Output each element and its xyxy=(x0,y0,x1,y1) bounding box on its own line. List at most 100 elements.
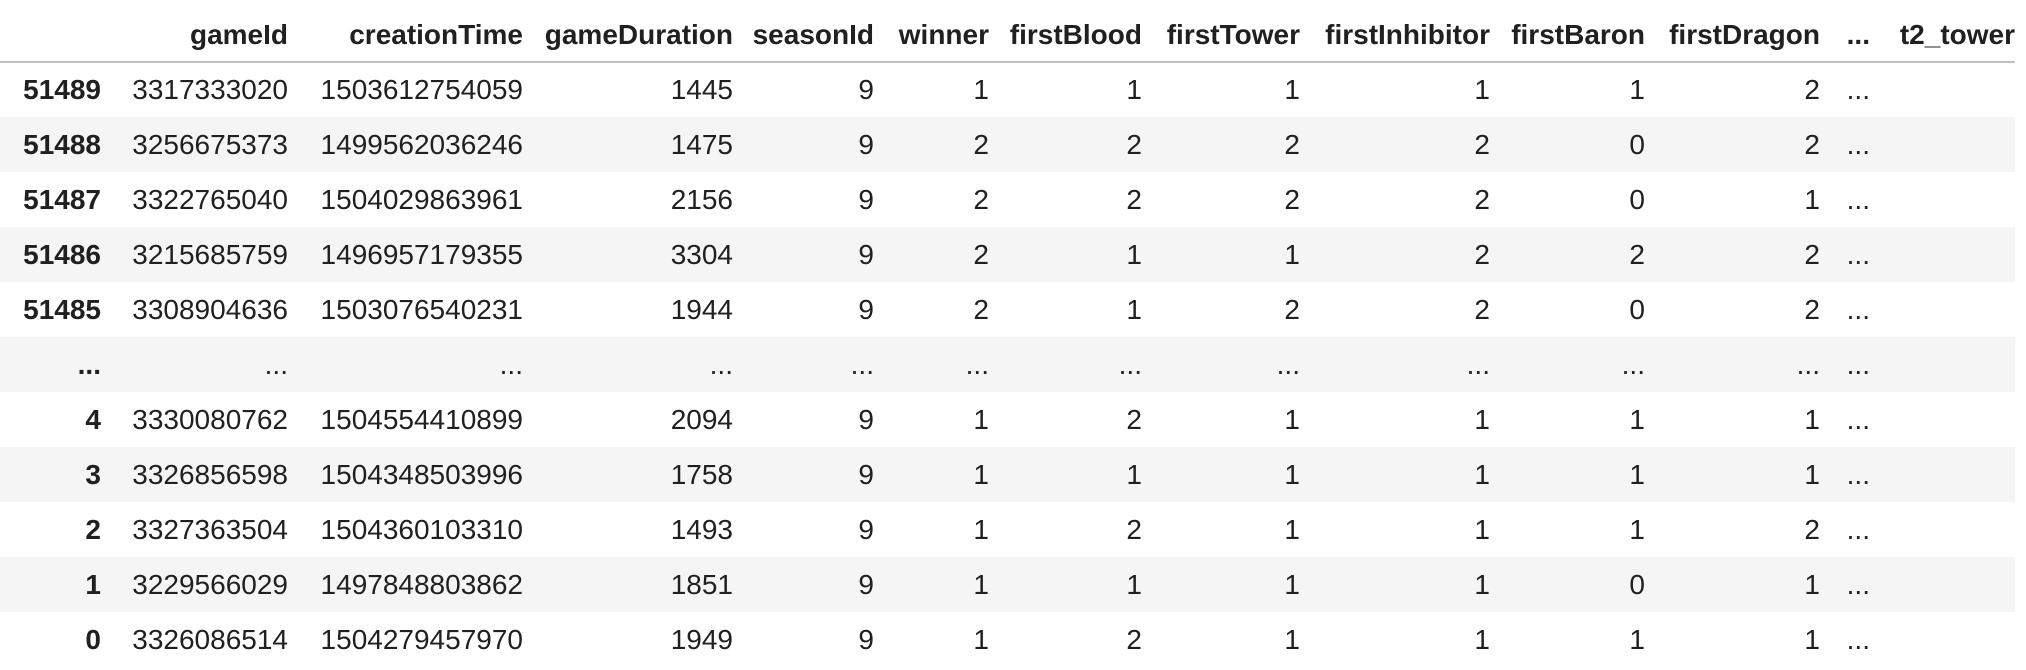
cell-winner: 2 xyxy=(973,238,989,270)
cell-firstbaron: 1 xyxy=(1629,74,1645,105)
row-index: ... xyxy=(77,348,101,380)
cell-gameduration: ... xyxy=(709,348,733,380)
cell-t2-tower xyxy=(1870,227,2015,282)
cell-firstblood: 2 xyxy=(1126,403,1142,435)
column-header-firstdragon: firstDragon xyxy=(1645,0,1820,63)
cell-firstinhibitor: 1 xyxy=(1474,623,1490,655)
cell-seasonid: 9 xyxy=(858,128,874,160)
cell-firstdragon: 2 xyxy=(1804,128,1820,160)
row-index: 51489 xyxy=(23,74,101,105)
row-index: 51488 xyxy=(23,128,101,160)
cell-gameduration: 1758 xyxy=(670,458,733,490)
row-index: 1 xyxy=(85,568,101,600)
cell-ellipsis: ... xyxy=(1846,513,1870,545)
cell-gameduration: 2156 xyxy=(670,183,733,215)
cell-firstinhibitor: 1 xyxy=(1474,568,1490,600)
cell-creationtime: 1504029863961 xyxy=(320,183,523,215)
cell-gameid: 3326086514 xyxy=(132,623,288,655)
cell-ellipsis: ... xyxy=(1846,238,1870,270)
cell-ellipsis: ... xyxy=(1846,183,1870,215)
table-header: gameId creationTime gameDuration seasonId wi… xyxy=(0,0,2015,63)
cell-ellipsis: ... xyxy=(1846,74,1870,105)
cell-seasonid: 9 xyxy=(858,568,874,600)
cell-gameduration: 1475 xyxy=(670,128,733,160)
cell-t2-tower xyxy=(1870,282,2015,337)
cell-firstbaron: 2 xyxy=(1629,238,1645,270)
cell-seasonid: 9 xyxy=(858,403,874,435)
cell-gameduration: 1851 xyxy=(670,568,733,600)
cell-seasonid: 9 xyxy=(858,458,874,490)
cell-ellipsis: ... xyxy=(1846,403,1870,435)
cell-winner: ... xyxy=(965,348,989,380)
cell-winner: 1 xyxy=(973,403,989,435)
cell-t2-tower xyxy=(1870,337,2015,392)
cell-t2-tower xyxy=(1870,392,2015,447)
cell-firstinhibitor: 1 xyxy=(1474,513,1490,545)
cell-firstdragon: 2 xyxy=(1804,293,1820,325)
cell-winner: 2 xyxy=(973,183,989,215)
cell-t2-tower xyxy=(1870,502,2015,557)
cell-gameduration: 1445 xyxy=(670,74,733,105)
column-header-firsttower: firstTower xyxy=(1142,0,1300,63)
cell-ellipsis: ... xyxy=(1846,568,1870,600)
cell-firstinhibitor: ... xyxy=(1466,348,1490,380)
cell-firsttower: 1 xyxy=(1284,568,1300,600)
table-body: 51489 3317333020 1503612754059 1445 9 1 1 1 1 1 2.… xyxy=(0,62,2015,667)
row-index: 51486 xyxy=(23,238,101,270)
cell-gameid: 3327363504 xyxy=(132,513,288,545)
cell-creationtime: 1503612754059 xyxy=(320,74,523,105)
table-row: 3 3326856598 1504348503996 1758 9 1 1 1 1 1 1... xyxy=(0,447,2015,502)
cell-firstblood: 2 xyxy=(1126,623,1142,655)
cell-firstinhibitor: 1 xyxy=(1474,403,1490,435)
cell-firstdragon: 1 xyxy=(1804,458,1820,490)
cell-ellipsis: ... xyxy=(1846,293,1870,325)
cell-firstinhibitor: 2 xyxy=(1474,293,1490,325)
cell-firstblood: 1 xyxy=(1126,293,1142,325)
cell-firstdragon: 1 xyxy=(1804,183,1820,215)
cell-gameduration: 1493 xyxy=(670,513,733,545)
cell-firstinhibitor: 2 xyxy=(1474,238,1490,270)
cell-t2-tower xyxy=(1870,557,2015,612)
column-header-firstinhibitor: firstInhibitor xyxy=(1300,0,1490,63)
cell-t2-tower xyxy=(1870,447,2015,502)
cell-firsttower: 1 xyxy=(1284,458,1300,490)
cell-firstblood: 1 xyxy=(1126,238,1142,270)
cell-seasonid: 9 xyxy=(858,74,874,105)
cell-winner: 1 xyxy=(973,458,989,490)
cell-firstblood: 2 xyxy=(1126,513,1142,545)
cell-creationtime: 1504348503996 xyxy=(320,458,523,490)
cell-firsttower: 1 xyxy=(1284,238,1300,270)
cell-firstdragon: 1 xyxy=(1804,403,1820,435)
cell-creationtime: 1499562036246 xyxy=(320,128,523,160)
cell-seasonid: 9 xyxy=(858,623,874,655)
cell-firsttower: 1 xyxy=(1284,74,1300,105)
cell-firstblood: 1 xyxy=(1126,568,1142,600)
cell-creationtime: 1496957179355 xyxy=(320,238,523,270)
cell-firstdragon: 1 xyxy=(1804,568,1820,600)
cell-firsttower: 2 xyxy=(1284,293,1300,325)
column-header-gameid: gameId xyxy=(101,0,288,63)
cell-firstbaron: 1 xyxy=(1629,623,1645,655)
cell-firstbaron: 0 xyxy=(1629,128,1645,160)
cell-winner: 2 xyxy=(973,293,989,325)
row-index: 0 xyxy=(85,623,101,655)
cell-firstdragon: 2 xyxy=(1804,238,1820,270)
table-row: 1 3229566029 1497848803862 1851 9 1 1 1 1 0 1... xyxy=(0,557,2015,612)
cell-gameid: 3256675373 xyxy=(132,128,288,160)
cell-seasonid: 9 xyxy=(858,238,874,270)
cell-winner: 1 xyxy=(973,623,989,655)
cell-firstbaron: 0 xyxy=(1629,183,1645,215)
cell-firstblood: ... xyxy=(1118,348,1142,380)
cell-firstbaron: 1 xyxy=(1629,513,1645,545)
cell-t2-tower xyxy=(1870,172,2015,227)
header-row: gameId creationTime gameDuration seasonId wi… xyxy=(0,0,2015,63)
cell-gameid: 3308904636 xyxy=(132,293,288,325)
cell-firstblood: 1 xyxy=(1126,458,1142,490)
cell-firsttower: 1 xyxy=(1284,403,1300,435)
cell-creationtime: 1504279457970 xyxy=(320,623,523,655)
cell-gameduration: 1949 xyxy=(670,623,733,655)
cell-firstblood: 2 xyxy=(1126,128,1142,160)
column-header-firstblood: firstBlood xyxy=(989,0,1142,63)
